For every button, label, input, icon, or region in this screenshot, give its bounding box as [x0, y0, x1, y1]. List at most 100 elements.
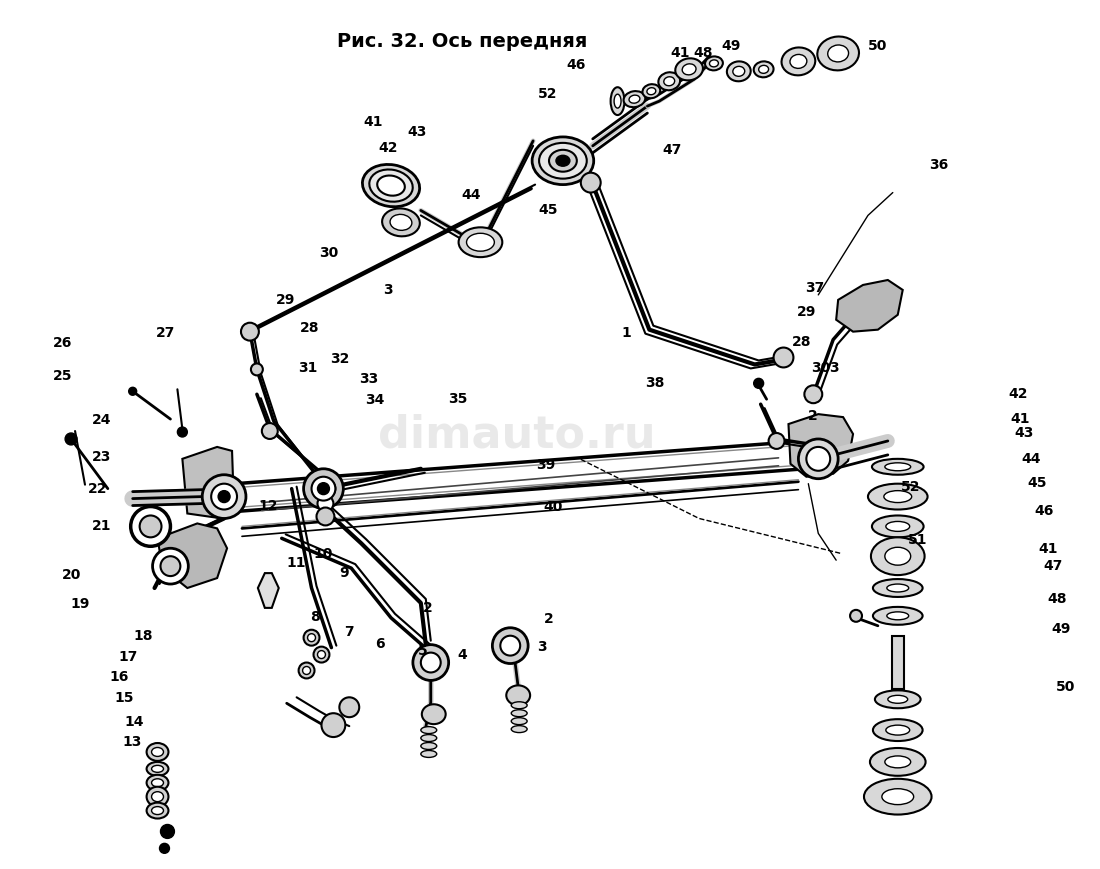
Polygon shape — [257, 574, 278, 608]
Text: 1: 1 — [621, 326, 631, 340]
Ellipse shape — [874, 691, 921, 708]
Ellipse shape — [506, 686, 530, 706]
Text: 36: 36 — [930, 158, 948, 172]
Ellipse shape — [146, 786, 168, 806]
Circle shape — [318, 651, 326, 659]
Text: 41: 41 — [670, 46, 690, 60]
Circle shape — [218, 491, 230, 503]
Circle shape — [211, 484, 236, 510]
Text: 19: 19 — [70, 596, 90, 610]
Circle shape — [153, 548, 188, 584]
Text: 8: 8 — [310, 609, 320, 623]
Text: 30: 30 — [320, 246, 339, 260]
Ellipse shape — [146, 803, 168, 819]
Text: 3: 3 — [829, 360, 839, 375]
Ellipse shape — [549, 150, 576, 172]
Circle shape — [304, 469, 343, 509]
Text: 45: 45 — [1027, 476, 1047, 490]
Ellipse shape — [659, 73, 680, 91]
Circle shape — [129, 388, 136, 395]
Polygon shape — [183, 448, 234, 519]
Ellipse shape — [675, 59, 703, 82]
Text: 7: 7 — [344, 624, 354, 639]
Circle shape — [308, 634, 316, 642]
Ellipse shape — [790, 56, 806, 70]
Ellipse shape — [642, 85, 660, 99]
Text: 24: 24 — [92, 413, 111, 427]
Circle shape — [314, 647, 329, 663]
Ellipse shape — [781, 49, 815, 76]
Text: 9: 9 — [340, 566, 350, 580]
Text: 28: 28 — [300, 321, 319, 335]
Text: 38: 38 — [646, 375, 664, 389]
Text: 26: 26 — [53, 335, 73, 349]
Ellipse shape — [382, 209, 420, 237]
Circle shape — [317, 508, 334, 526]
Circle shape — [493, 628, 528, 664]
Ellipse shape — [512, 702, 527, 709]
Text: 14: 14 — [125, 714, 144, 728]
Text: 23: 23 — [92, 449, 111, 463]
Circle shape — [799, 440, 838, 479]
Text: 48: 48 — [1047, 592, 1067, 606]
Circle shape — [850, 610, 862, 622]
Text: 3: 3 — [384, 282, 393, 296]
Circle shape — [177, 428, 187, 437]
Ellipse shape — [532, 138, 594, 185]
Ellipse shape — [873, 580, 923, 597]
Circle shape — [773, 348, 793, 368]
Text: 11: 11 — [287, 555, 306, 569]
Ellipse shape — [870, 748, 925, 776]
Circle shape — [311, 477, 336, 501]
Ellipse shape — [886, 522, 910, 532]
Circle shape — [241, 323, 258, 342]
Text: 2: 2 — [544, 612, 553, 626]
Text: dimauto.ru: dimauto.ru — [378, 413, 656, 456]
Ellipse shape — [886, 726, 910, 735]
Ellipse shape — [466, 234, 494, 252]
Text: 47: 47 — [1043, 559, 1063, 573]
Text: 12: 12 — [258, 498, 278, 513]
Circle shape — [754, 379, 763, 388]
Circle shape — [581, 174, 601, 193]
Ellipse shape — [872, 516, 924, 538]
Ellipse shape — [629, 96, 640, 104]
Text: 45: 45 — [538, 203, 558, 217]
Ellipse shape — [421, 734, 437, 741]
Text: 50: 50 — [1056, 680, 1076, 693]
Text: 13: 13 — [123, 734, 142, 748]
Text: 30: 30 — [812, 360, 830, 375]
Circle shape — [131, 507, 170, 547]
Circle shape — [298, 663, 315, 679]
Ellipse shape — [152, 779, 164, 786]
Text: 43: 43 — [1014, 426, 1034, 440]
Text: 40: 40 — [543, 499, 563, 514]
Ellipse shape — [624, 92, 646, 108]
Text: 43: 43 — [407, 125, 427, 139]
Text: 39: 39 — [536, 458, 556, 472]
Text: 44: 44 — [462, 188, 481, 202]
Ellipse shape — [873, 720, 923, 741]
Circle shape — [304, 630, 319, 646]
Circle shape — [65, 434, 77, 446]
Text: 16: 16 — [110, 669, 129, 683]
Text: 5: 5 — [418, 643, 428, 657]
Circle shape — [321, 713, 345, 737]
Ellipse shape — [733, 67, 745, 77]
Ellipse shape — [682, 65, 696, 76]
Ellipse shape — [884, 463, 911, 471]
Text: 41: 41 — [363, 115, 383, 129]
Text: 46: 46 — [1034, 503, 1054, 517]
Text: 31: 31 — [298, 360, 317, 375]
Ellipse shape — [152, 806, 164, 814]
Text: 15: 15 — [114, 690, 133, 704]
Circle shape — [804, 386, 823, 404]
Ellipse shape — [146, 762, 168, 776]
Circle shape — [316, 479, 336, 499]
Circle shape — [140, 516, 162, 538]
Circle shape — [318, 483, 329, 495]
Ellipse shape — [888, 695, 907, 704]
Text: 6: 6 — [375, 636, 384, 651]
Ellipse shape — [887, 584, 909, 593]
Text: 49: 49 — [722, 39, 741, 53]
